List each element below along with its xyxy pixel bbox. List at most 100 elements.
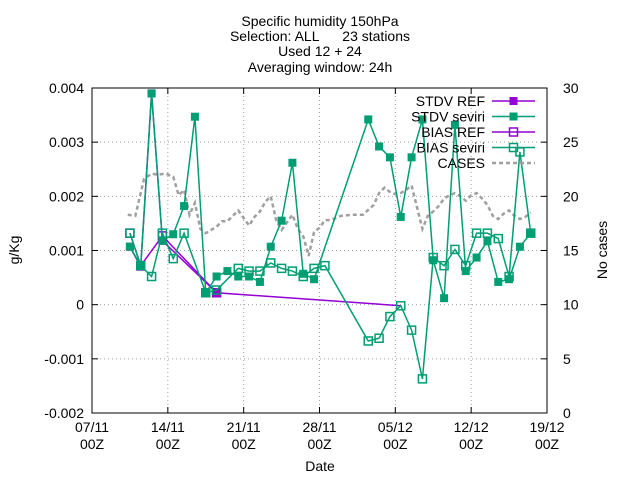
data-point xyxy=(439,260,449,271)
data-point xyxy=(190,112,199,121)
data-point xyxy=(385,153,394,162)
y2-tick-label: 30 xyxy=(563,80,579,96)
y2-tick-label: 5 xyxy=(563,351,571,367)
data-point xyxy=(364,115,373,124)
series-bias-seviri xyxy=(125,147,536,384)
y-axis-label: g/Kg xyxy=(6,236,22,265)
data-point xyxy=(396,301,406,311)
x-axis-label: Date xyxy=(305,458,335,474)
x-tick-label: 28/11 xyxy=(303,419,337,435)
series-layer xyxy=(125,89,536,384)
data-point xyxy=(407,153,416,162)
data-point xyxy=(157,228,168,238)
data-point xyxy=(180,202,189,211)
y-tick-label: -0.002 xyxy=(44,405,84,421)
x-tick-label-hour: 00Z xyxy=(383,436,408,452)
data-point xyxy=(233,263,243,274)
data-point xyxy=(244,266,254,276)
data-point xyxy=(482,228,493,238)
data-point xyxy=(440,294,449,303)
data-point xyxy=(245,272,254,281)
title-line-4: Averaging window: 24h xyxy=(248,59,393,75)
data-point xyxy=(255,277,264,286)
legend-marker xyxy=(508,142,519,153)
legend-label: STDV REF xyxy=(416,93,485,109)
legend-marker xyxy=(508,127,519,137)
legend-label: BIAS REF xyxy=(421,124,485,140)
y-tick-label: 0.001 xyxy=(49,243,84,259)
x-tick-label-hour: 00Z xyxy=(156,436,181,452)
x-tick-label-hour: 00Z xyxy=(80,436,105,452)
data-point xyxy=(201,288,211,298)
x-tick-label-hour: 00Z xyxy=(307,436,332,452)
x-tick-label: 05/12 xyxy=(378,419,413,435)
x-tick-label: 19/12 xyxy=(529,419,564,435)
series-line xyxy=(129,232,401,307)
x-tick-label-hour: 00Z xyxy=(535,436,560,452)
y2-tick-label: 25 xyxy=(563,134,579,150)
y-tick-label: 0.004 xyxy=(49,80,84,96)
data-point xyxy=(320,260,330,271)
title-line-3: Used 12 + 24 xyxy=(278,43,362,59)
data-point xyxy=(179,228,189,238)
data-point xyxy=(471,228,482,238)
data-point xyxy=(363,336,373,346)
axis-ticks: 07/1100Z14/1100Z21/1100Z28/1100Z05/1200Z… xyxy=(44,80,578,452)
title-line-1: Specific humidity 150hPa xyxy=(241,13,398,29)
data-point xyxy=(276,263,287,274)
data-point xyxy=(288,158,297,167)
data-point xyxy=(515,242,524,251)
data-point xyxy=(266,242,275,251)
data-point xyxy=(526,228,536,238)
y2-tick-label: 0 xyxy=(563,405,571,421)
data-point xyxy=(158,236,167,245)
x-tick-label-hour: 00Z xyxy=(459,436,484,452)
data-point xyxy=(287,266,298,276)
data-point xyxy=(309,263,319,274)
data-point xyxy=(385,311,395,322)
x-tick-label: 14/11 xyxy=(151,419,185,435)
data-point xyxy=(277,216,286,225)
data-point xyxy=(255,266,265,276)
y-tick-label: 0 xyxy=(76,297,84,313)
data-point xyxy=(418,115,427,124)
x-tick-label: 12/12 xyxy=(454,419,489,435)
data-point xyxy=(375,142,384,151)
data-point xyxy=(450,244,460,255)
series-line xyxy=(129,151,532,380)
legend-label: BIAS seviri xyxy=(417,140,485,156)
data-point xyxy=(483,237,492,246)
x-tick-label: 07/11 xyxy=(75,419,109,435)
y-tick-label: 0.003 xyxy=(49,134,84,150)
data-point xyxy=(472,253,481,262)
data-point xyxy=(461,267,470,276)
data-point xyxy=(493,233,503,244)
y-tick-label: 0.002 xyxy=(49,188,84,204)
data-point xyxy=(417,374,428,384)
series-bias-ref xyxy=(125,228,406,311)
y2-tick-label: 15 xyxy=(563,243,579,259)
data-point xyxy=(211,285,222,295)
legend-marker xyxy=(509,97,518,105)
x-tick-label-hour: 00Z xyxy=(232,436,257,452)
data-point xyxy=(212,272,221,281)
data-point xyxy=(146,271,157,282)
data-point xyxy=(505,275,514,284)
data-point xyxy=(428,252,438,263)
series-line xyxy=(129,93,532,299)
data-point xyxy=(396,212,405,221)
data-point xyxy=(125,228,135,238)
y2-tick-label: 20 xyxy=(563,188,579,204)
legend-label: CASES xyxy=(438,155,485,171)
x-tick-label: 21/11 xyxy=(227,419,261,435)
data-point xyxy=(310,275,319,284)
y-tick-label: -0.001 xyxy=(44,351,84,367)
data-point xyxy=(125,228,135,238)
data-point xyxy=(125,242,134,251)
data-point xyxy=(169,230,178,239)
chart-title: Specific humidity 150hPa Selection: ALL … xyxy=(230,13,410,75)
data-point xyxy=(374,333,384,343)
data-point xyxy=(406,325,417,335)
